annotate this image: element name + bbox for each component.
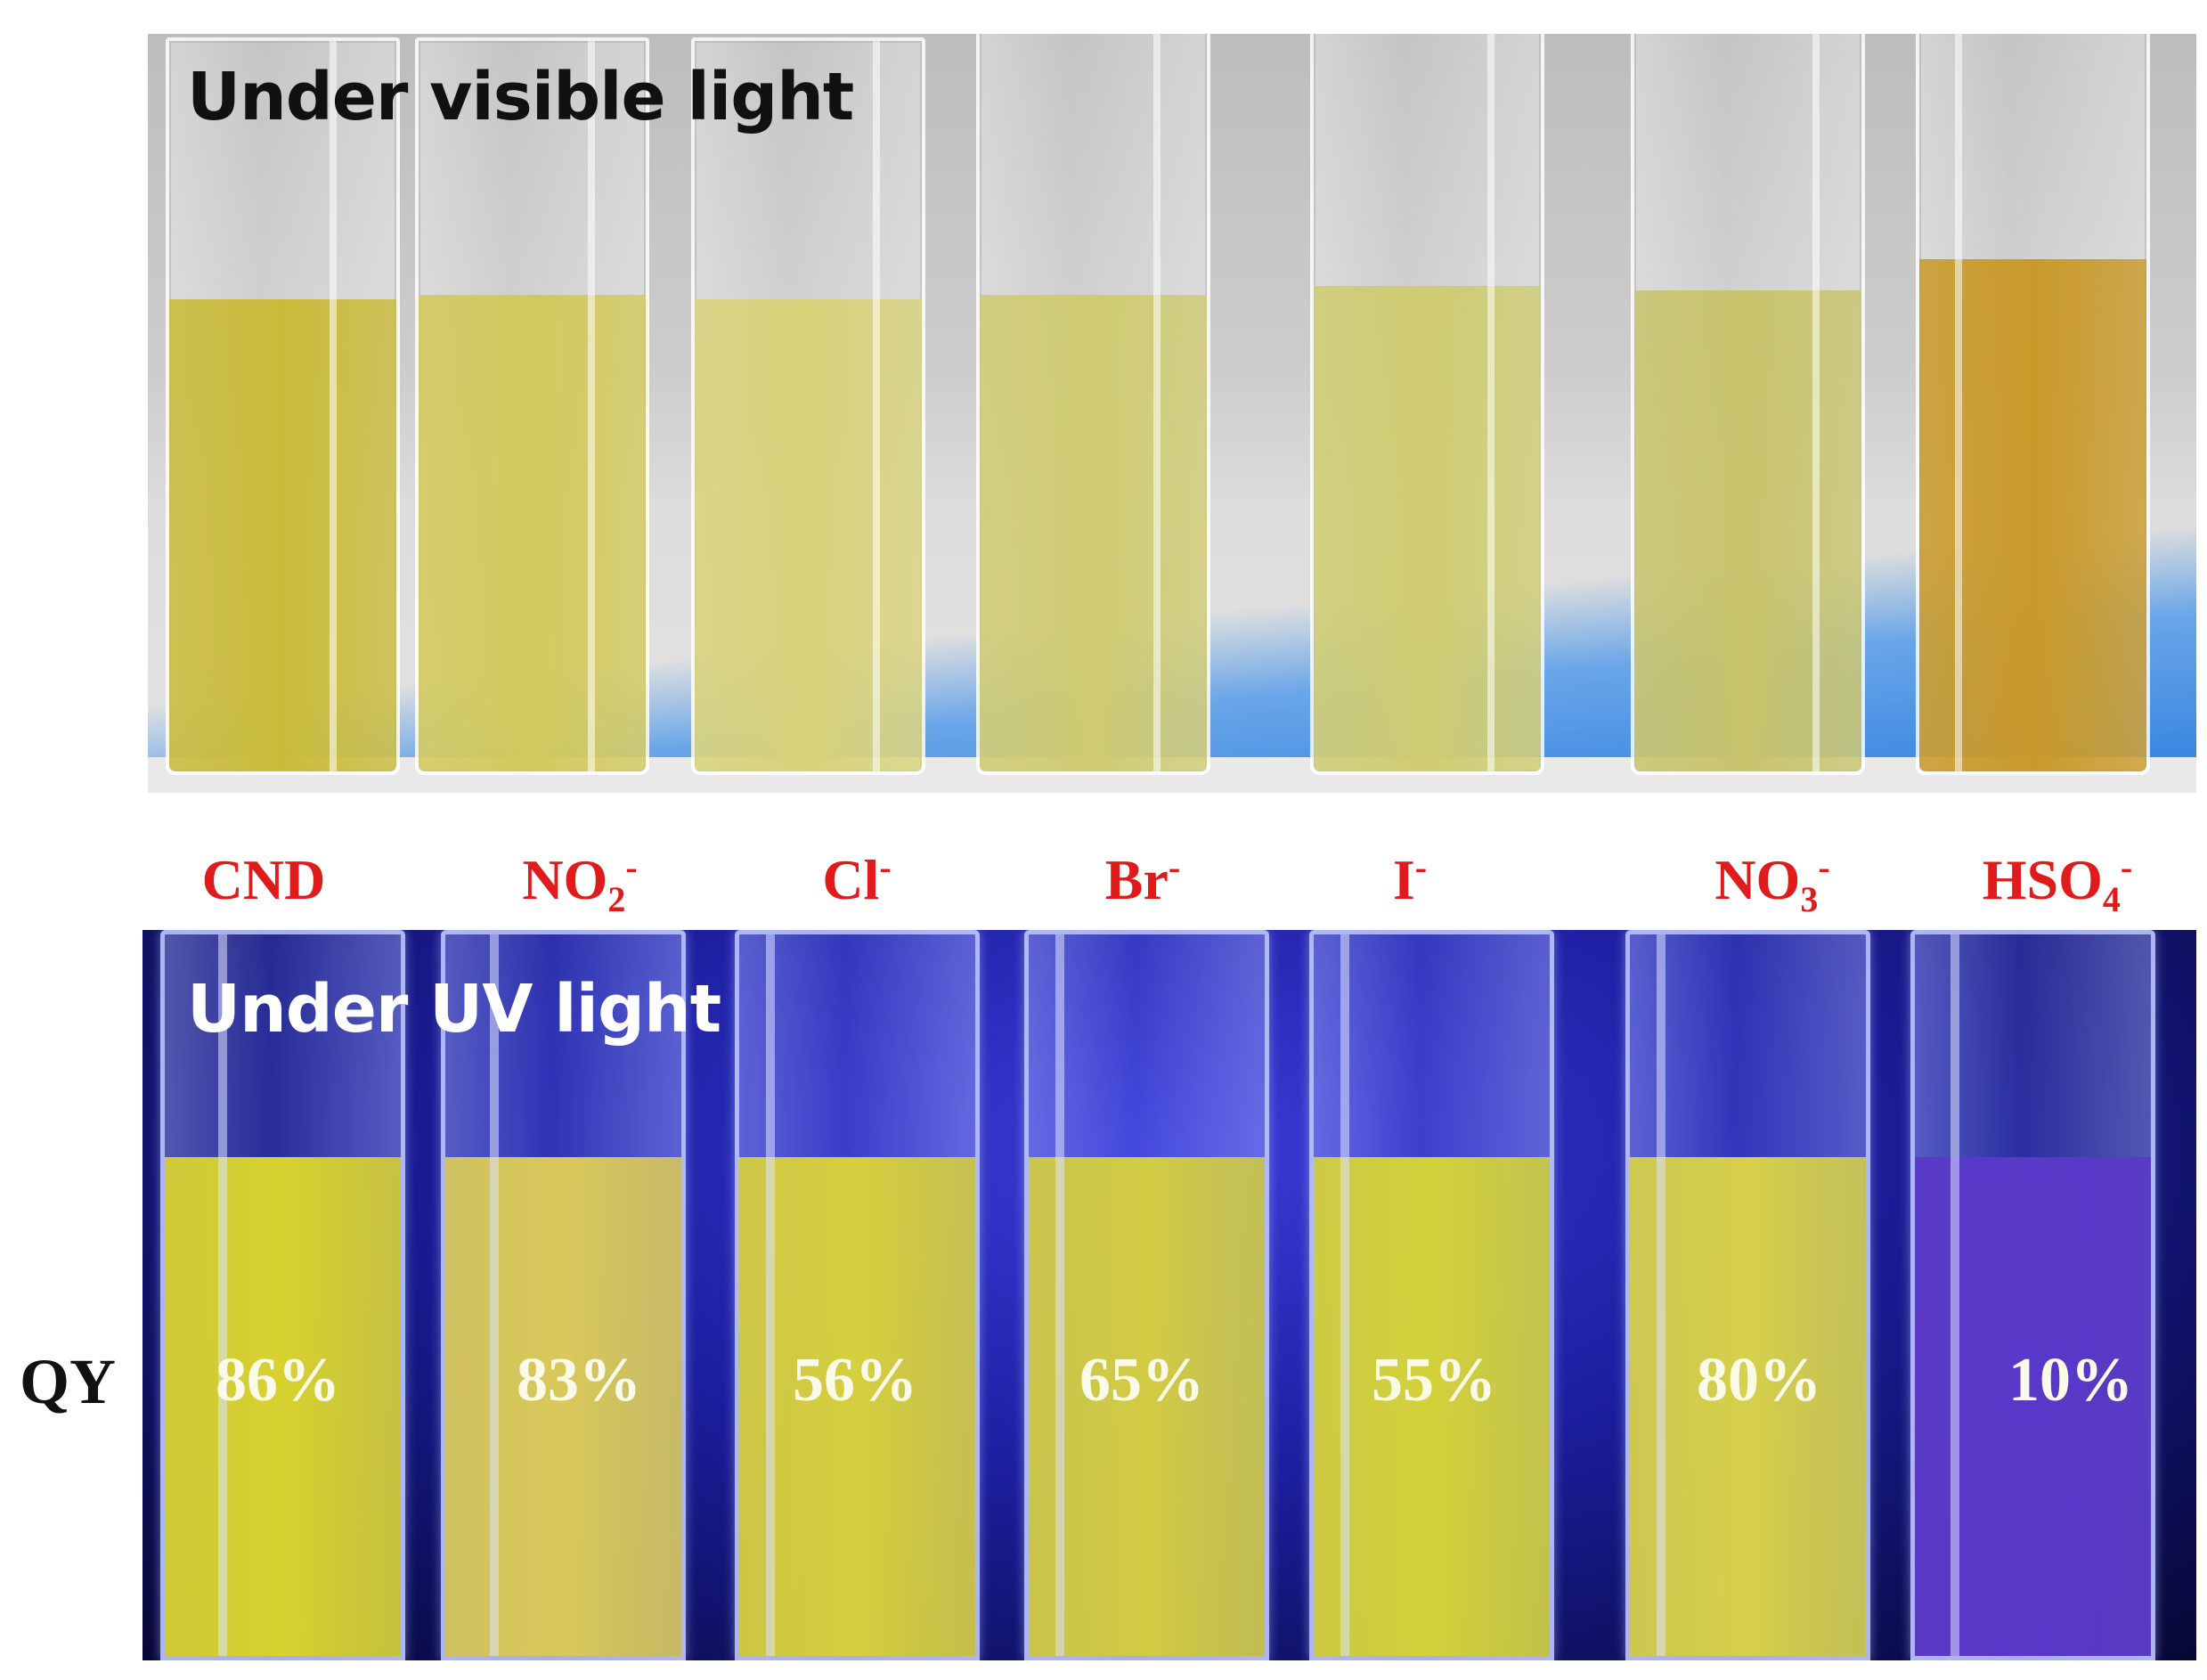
cuvette-visible-no2 [415, 37, 649, 775]
cuvette-visible-liquid [1314, 286, 1541, 771]
cuvette-visible-liquid [1634, 290, 1861, 771]
cuvette-uv-liquid [1029, 1157, 1265, 1656]
cuvette-visible-liquid [695, 299, 922, 771]
cuvette-uv-liquid [165, 1157, 401, 1656]
uv-light-photo [143, 930, 2196, 1660]
qy-value-cl: 56% [793, 1346, 917, 1415]
cuvette-visible-cl [691, 37, 925, 775]
qy-value-i: 55% [1372, 1346, 1496, 1415]
cuvette-uv-no2 [441, 930, 686, 1660]
qy-label: QY [20, 1346, 116, 1417]
cuvette-visible-no3 [1631, 34, 1865, 775]
cuvette-uv-cl [735, 930, 980, 1660]
ion-label-no2: NO2- [522, 847, 638, 919]
cuvette-visible-cnd [166, 37, 400, 775]
cuvette-visible-liquid [980, 295, 1207, 771]
uv-light-title: Under UV light [187, 971, 721, 1048]
ion-label-cnd: CND [201, 848, 326, 911]
cuvette-uv-liquid [1630, 1157, 1866, 1656]
cuvette-uv-cnd [160, 930, 405, 1660]
qy-value-cnd: 86% [216, 1346, 340, 1415]
cuvette-uv-liquid [1314, 1157, 1550, 1656]
cuvette-visible-br [976, 34, 1210, 775]
qy-value-br: 65% [1079, 1346, 1204, 1415]
ion-label-no3: NO3- [1714, 847, 1830, 919]
ion-label-br: Br- [1104, 847, 1181, 911]
cuvette-uv-i [1309, 930, 1554, 1660]
cuvette-uv-hso4 [1910, 930, 2155, 1660]
qy-value-no2: 83% [517, 1346, 641, 1415]
cuvette-visible-liquid [169, 299, 396, 771]
qy-value-no3: 80% [1697, 1346, 1821, 1415]
ion-label-cl: Cl- [822, 847, 892, 911]
cuvette-visible-hso4 [1916, 34, 2150, 775]
cuvette-uv-liquid [739, 1157, 975, 1656]
cuvette-uv-liquid [445, 1157, 681, 1656]
cuvette-visible-liquid [419, 295, 646, 771]
ion-label-hso4: HSO4- [1982, 847, 2133, 919]
qy-value-hso4: 10% [2008, 1346, 2133, 1415]
ion-label-i: I- [1392, 847, 1428, 911]
visible-light-title: Under visible light [187, 59, 854, 135]
cuvette-uv-no3 [1625, 930, 1870, 1660]
cuvette-visible-liquid [1919, 259, 2146, 771]
visible-light-photo [148, 34, 2196, 793]
cuvette-uv-br [1024, 930, 1269, 1660]
cuvette-visible-i [1310, 34, 1544, 775]
